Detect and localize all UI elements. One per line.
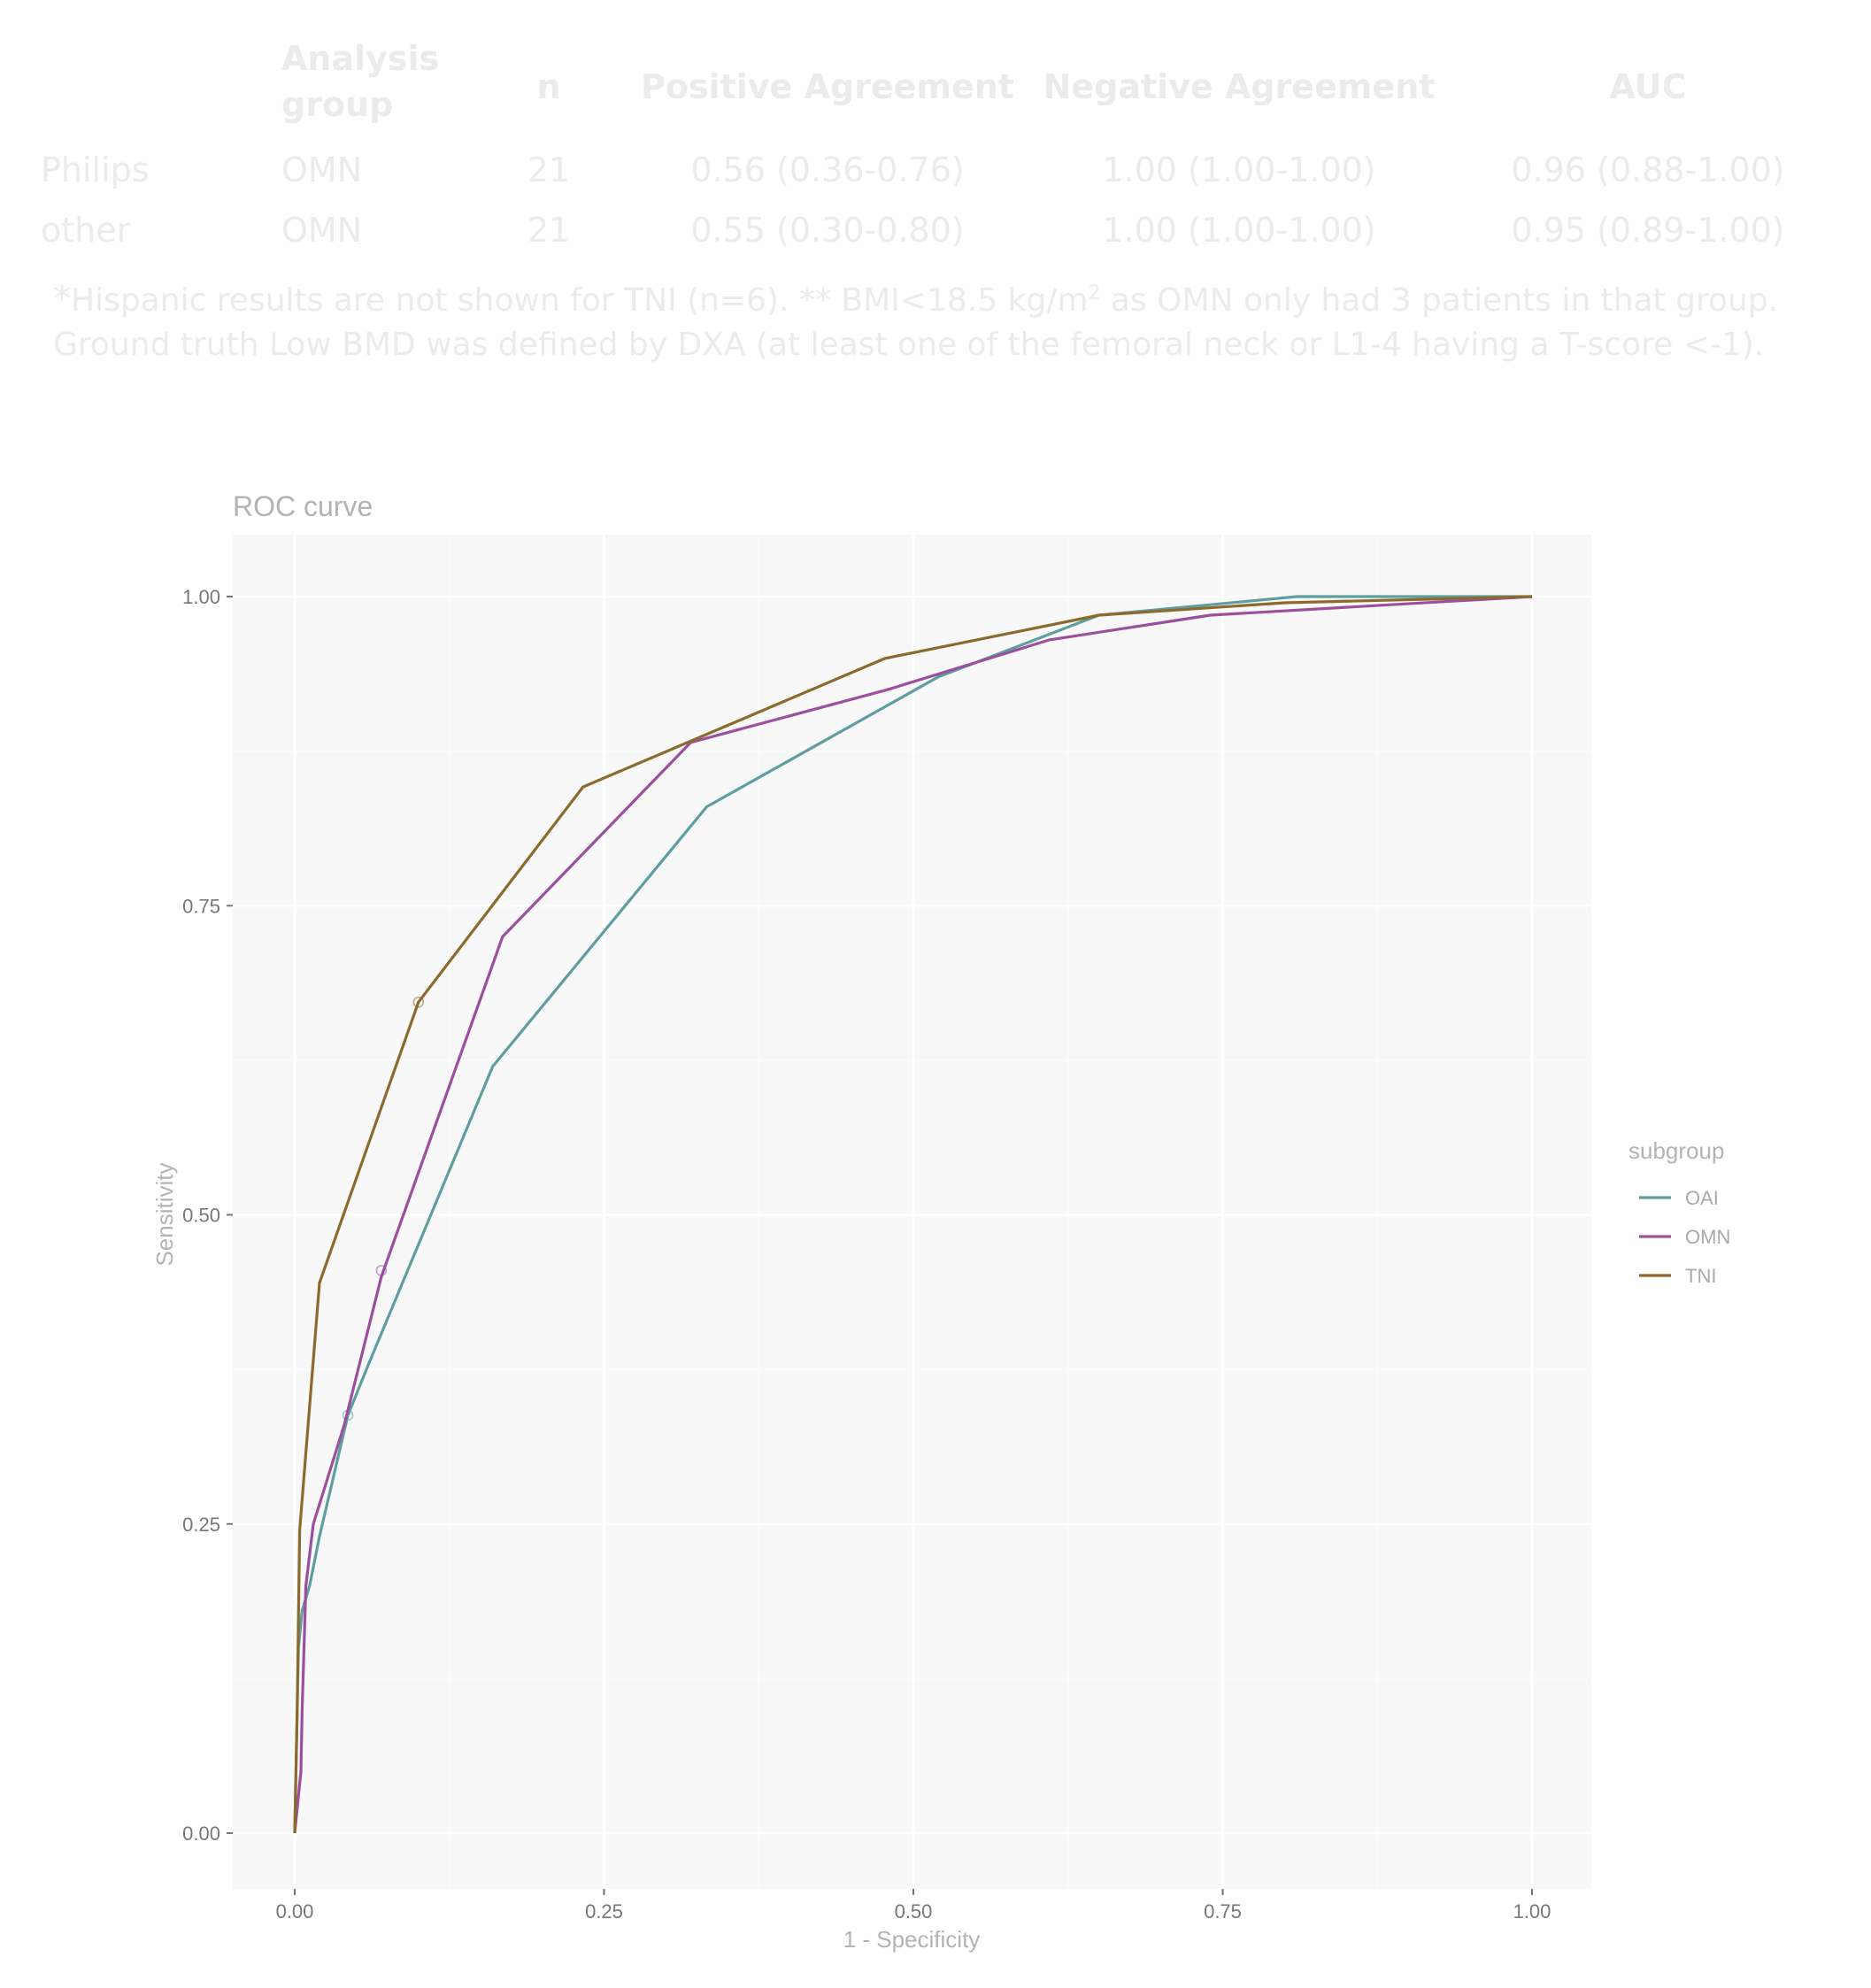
row-auc: 0.95 (0.89-1.00): [1511, 211, 1785, 250]
plot-panel: [233, 535, 1591, 1889]
x-tick-label: 0.75: [1204, 1900, 1242, 1923]
footnote-star: *: [53, 279, 71, 320]
grid-major: [233, 535, 1591, 1889]
row-label: Philips: [41, 150, 150, 189]
footnote-text-a: Hispanic results are not shown for TNI (…: [71, 282, 1089, 319]
threshold-point-omn: [375, 1265, 388, 1276]
legend-label-oai: OAI: [1685, 1187, 1719, 1209]
footnote-text-b: as OMN only had 3 patients in that group…: [1100, 282, 1779, 319]
footnote-superscript: 2: [1088, 282, 1101, 304]
roc-chart: ROC curve 0.000.250.500.751.00 0.00 0.25 0…: [151, 490, 1730, 1953]
y-axis-title: Sensitivity: [151, 1162, 178, 1266]
header-auc: AUC: [1609, 67, 1687, 106]
row-group: OMN: [281, 211, 363, 250]
y-tick-label: 0.25: [182, 1514, 220, 1536]
x-axis: 0.00 0.25 0.50 0.75 1.00: [276, 1889, 1551, 1923]
header-n: n: [536, 67, 561, 106]
legend-title: subgroup: [1628, 1137, 1724, 1164]
summary-table: Analysis group n Positive Agreement Nega…: [0, 0, 1871, 372]
row-n: 21: [527, 211, 571, 250]
header-analysis-group: Analysis group: [281, 39, 440, 124]
y-axis: 0.00 0.25 0.50 0.75 1.00: [182, 586, 233, 1845]
y-tick-label: 1.00: [182, 586, 220, 608]
y-tick-label: 0.50: [182, 1205, 220, 1227]
row-negative: 1.00 (1.00-1.00): [1102, 150, 1376, 189]
series-line-tni: [293, 595, 1533, 1834]
row-negative: 1.00 (1.00-1.00): [1102, 211, 1376, 250]
footnote-line-2: Ground truth Low BMD was defined by DXA …: [53, 327, 1765, 363]
legend: subgroup OAI OMN TNI: [1628, 1137, 1730, 1287]
x-tick-label: 0.25: [585, 1900, 623, 1923]
series-line-omn: [293, 595, 1533, 1834]
y-tick-label: 0.75: [182, 895, 220, 917]
row-positive: 0.55 (0.30-0.80): [690, 211, 965, 250]
footnote-line-1: *Hispanic results are not shown for TNI …: [53, 269, 1778, 326]
row-group: OMN: [281, 150, 363, 189]
y-tick-label: 0.00: [182, 1822, 220, 1845]
x-tick-label: 1.00: [1513, 1900, 1551, 1923]
chart-title: ROC curve: [233, 490, 373, 522]
header-positive-agreement: Positive Agreement: [640, 67, 1015, 106]
x-tick-label: 0.50: [895, 1900, 933, 1923]
row-n: 21: [527, 150, 571, 189]
header-negative-agreement: Negative Agreement: [1043, 67, 1436, 106]
legend-label-tni: TNI: [1685, 1265, 1716, 1287]
x-tick-label: 0.00: [276, 1900, 314, 1923]
row-label: other: [41, 211, 131, 250]
threshold-point-tni: [412, 996, 425, 1008]
row-positive: 0.56 (0.36-0.76): [690, 150, 965, 189]
x-axis-title: 1 - Specificity: [843, 1926, 981, 1953]
row-auc: 0.96 (0.88-1.00): [1511, 150, 1785, 189]
legend-label-omn: OMN: [1685, 1226, 1730, 1248]
series-layer: [293, 595, 1533, 1834]
